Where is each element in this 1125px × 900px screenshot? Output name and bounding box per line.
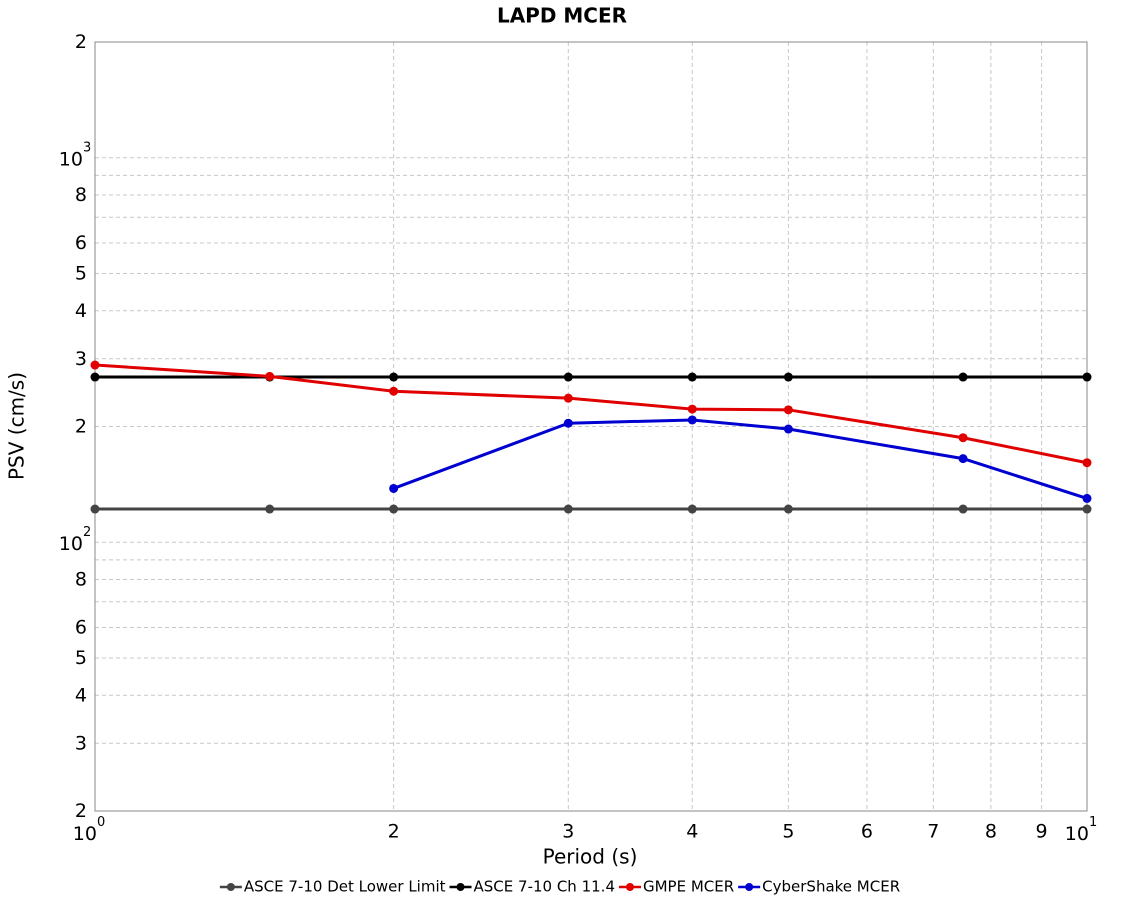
tick-label-text: 8	[75, 568, 87, 590]
tick-label-text: 10	[59, 148, 83, 170]
tick-exponent: 0	[97, 815, 105, 830]
tick-exponent: 1	[1089, 815, 1097, 830]
chart-title: LAPD MCER	[497, 4, 627, 28]
data-point	[958, 433, 968, 443]
legend-label: ASCE 7-10 Ch 11.4	[474, 878, 615, 896]
tick-label-text: 2	[75, 415, 87, 437]
data-point	[783, 372, 793, 382]
tick-label-text: 6	[75, 616, 87, 638]
y-tick-label: 6	[75, 616, 87, 638]
y-tick-label: 4	[75, 684, 87, 706]
tick-label-text: 10	[73, 823, 97, 845]
x-tick-label: 9	[1036, 821, 1048, 843]
legend: ASCE 7-10 Det Lower Limit ASCE 7-10 Ch 11…	[219, 878, 900, 896]
y-tick-label: 3	[75, 732, 87, 754]
data-point	[90, 504, 100, 514]
x-tick-label: 6	[861, 821, 873, 843]
x-tick-label: 101	[1065, 815, 1097, 845]
x-tick-label: 4	[686, 821, 698, 843]
data-point	[563, 372, 573, 382]
y-tick-label: 2	[75, 415, 87, 437]
data-point	[563, 393, 573, 403]
x-tick-label: 2	[388, 821, 400, 843]
legend-swatch-dot	[625, 883, 634, 891]
tick-label-text: 6	[75, 232, 87, 254]
x-tick-label: 8	[985, 821, 997, 843]
y-tick-label: 4	[75, 299, 87, 321]
x-tick-label: 3	[562, 821, 574, 843]
data-point	[1082, 372, 1092, 382]
legend-label: GMPE MCER	[643, 878, 734, 896]
y-tick-label: 8	[75, 568, 87, 590]
data-point	[687, 404, 697, 414]
data-point	[958, 372, 968, 382]
legend-swatch-dot	[456, 883, 465, 891]
tick-exponent: 3	[83, 140, 91, 155]
tick-label-text: 3	[75, 347, 87, 369]
tick-label-text: 10	[59, 533, 83, 555]
data-point	[783, 424, 793, 434]
plot-frame	[94, 41, 1088, 812]
x-tick-label: 5	[782, 821, 794, 843]
legend-label: ASCE 7-10 Det Lower Limit	[244, 878, 446, 896]
tick-label-text: 5	[75, 262, 87, 284]
data-point	[783, 405, 793, 415]
data-point	[1082, 493, 1092, 503]
data-point	[1082, 504, 1092, 514]
data-point	[687, 415, 697, 425]
legend-swatch-dot	[745, 883, 754, 891]
data-point	[958, 454, 968, 464]
tick-label-text: 4	[75, 684, 87, 706]
data-point	[389, 483, 399, 493]
legend-swatch-dot	[226, 883, 235, 891]
data-point	[687, 504, 697, 514]
data-point	[389, 372, 399, 382]
tick-label-text: 10	[1065, 823, 1089, 845]
tick-label-text: 8	[75, 184, 87, 206]
y-tick-label: 5	[75, 262, 87, 284]
y-tick-label: 103	[59, 140, 91, 170]
data-point	[563, 504, 573, 514]
y-tick-label: 102	[59, 525, 91, 555]
y-axis-label: PSV (cm/s)	[5, 372, 29, 480]
data-point	[958, 504, 968, 514]
y-tick-label: 2	[75, 31, 87, 53]
data-point	[90, 372, 100, 382]
y-tick-label: 5	[75, 646, 87, 668]
tick-exponent: 2	[83, 525, 91, 540]
data-point	[783, 504, 793, 514]
data-point	[265, 371, 275, 381]
y-tick-label: 2	[75, 800, 87, 822]
y-tick-label: 3	[75, 347, 87, 369]
data-point	[563, 418, 573, 428]
tick-label-text: 4	[75, 299, 87, 321]
tick-label-text: 5	[75, 646, 87, 668]
data-point	[389, 504, 399, 514]
x-axis-label: Period (s)	[543, 845, 638, 869]
tick-label-text: 3	[75, 732, 87, 754]
data-point	[1082, 458, 1092, 468]
tick-label-text: 2	[75, 800, 87, 822]
data-point	[389, 386, 399, 396]
x-tick-label: 7	[927, 821, 939, 843]
x-tick-label: 100	[73, 815, 105, 845]
series-line	[94, 363, 1088, 465]
y-tick-label: 6	[75, 232, 87, 254]
data-point	[265, 504, 275, 514]
series-line	[393, 418, 1088, 500]
grid	[94, 41, 1088, 812]
data-point	[90, 360, 100, 370]
y-tick-label: 8	[75, 184, 87, 206]
data-point	[687, 372, 697, 382]
legend-label: CyberShake MCER	[762, 878, 900, 896]
tick-label-text: 2	[75, 31, 87, 53]
